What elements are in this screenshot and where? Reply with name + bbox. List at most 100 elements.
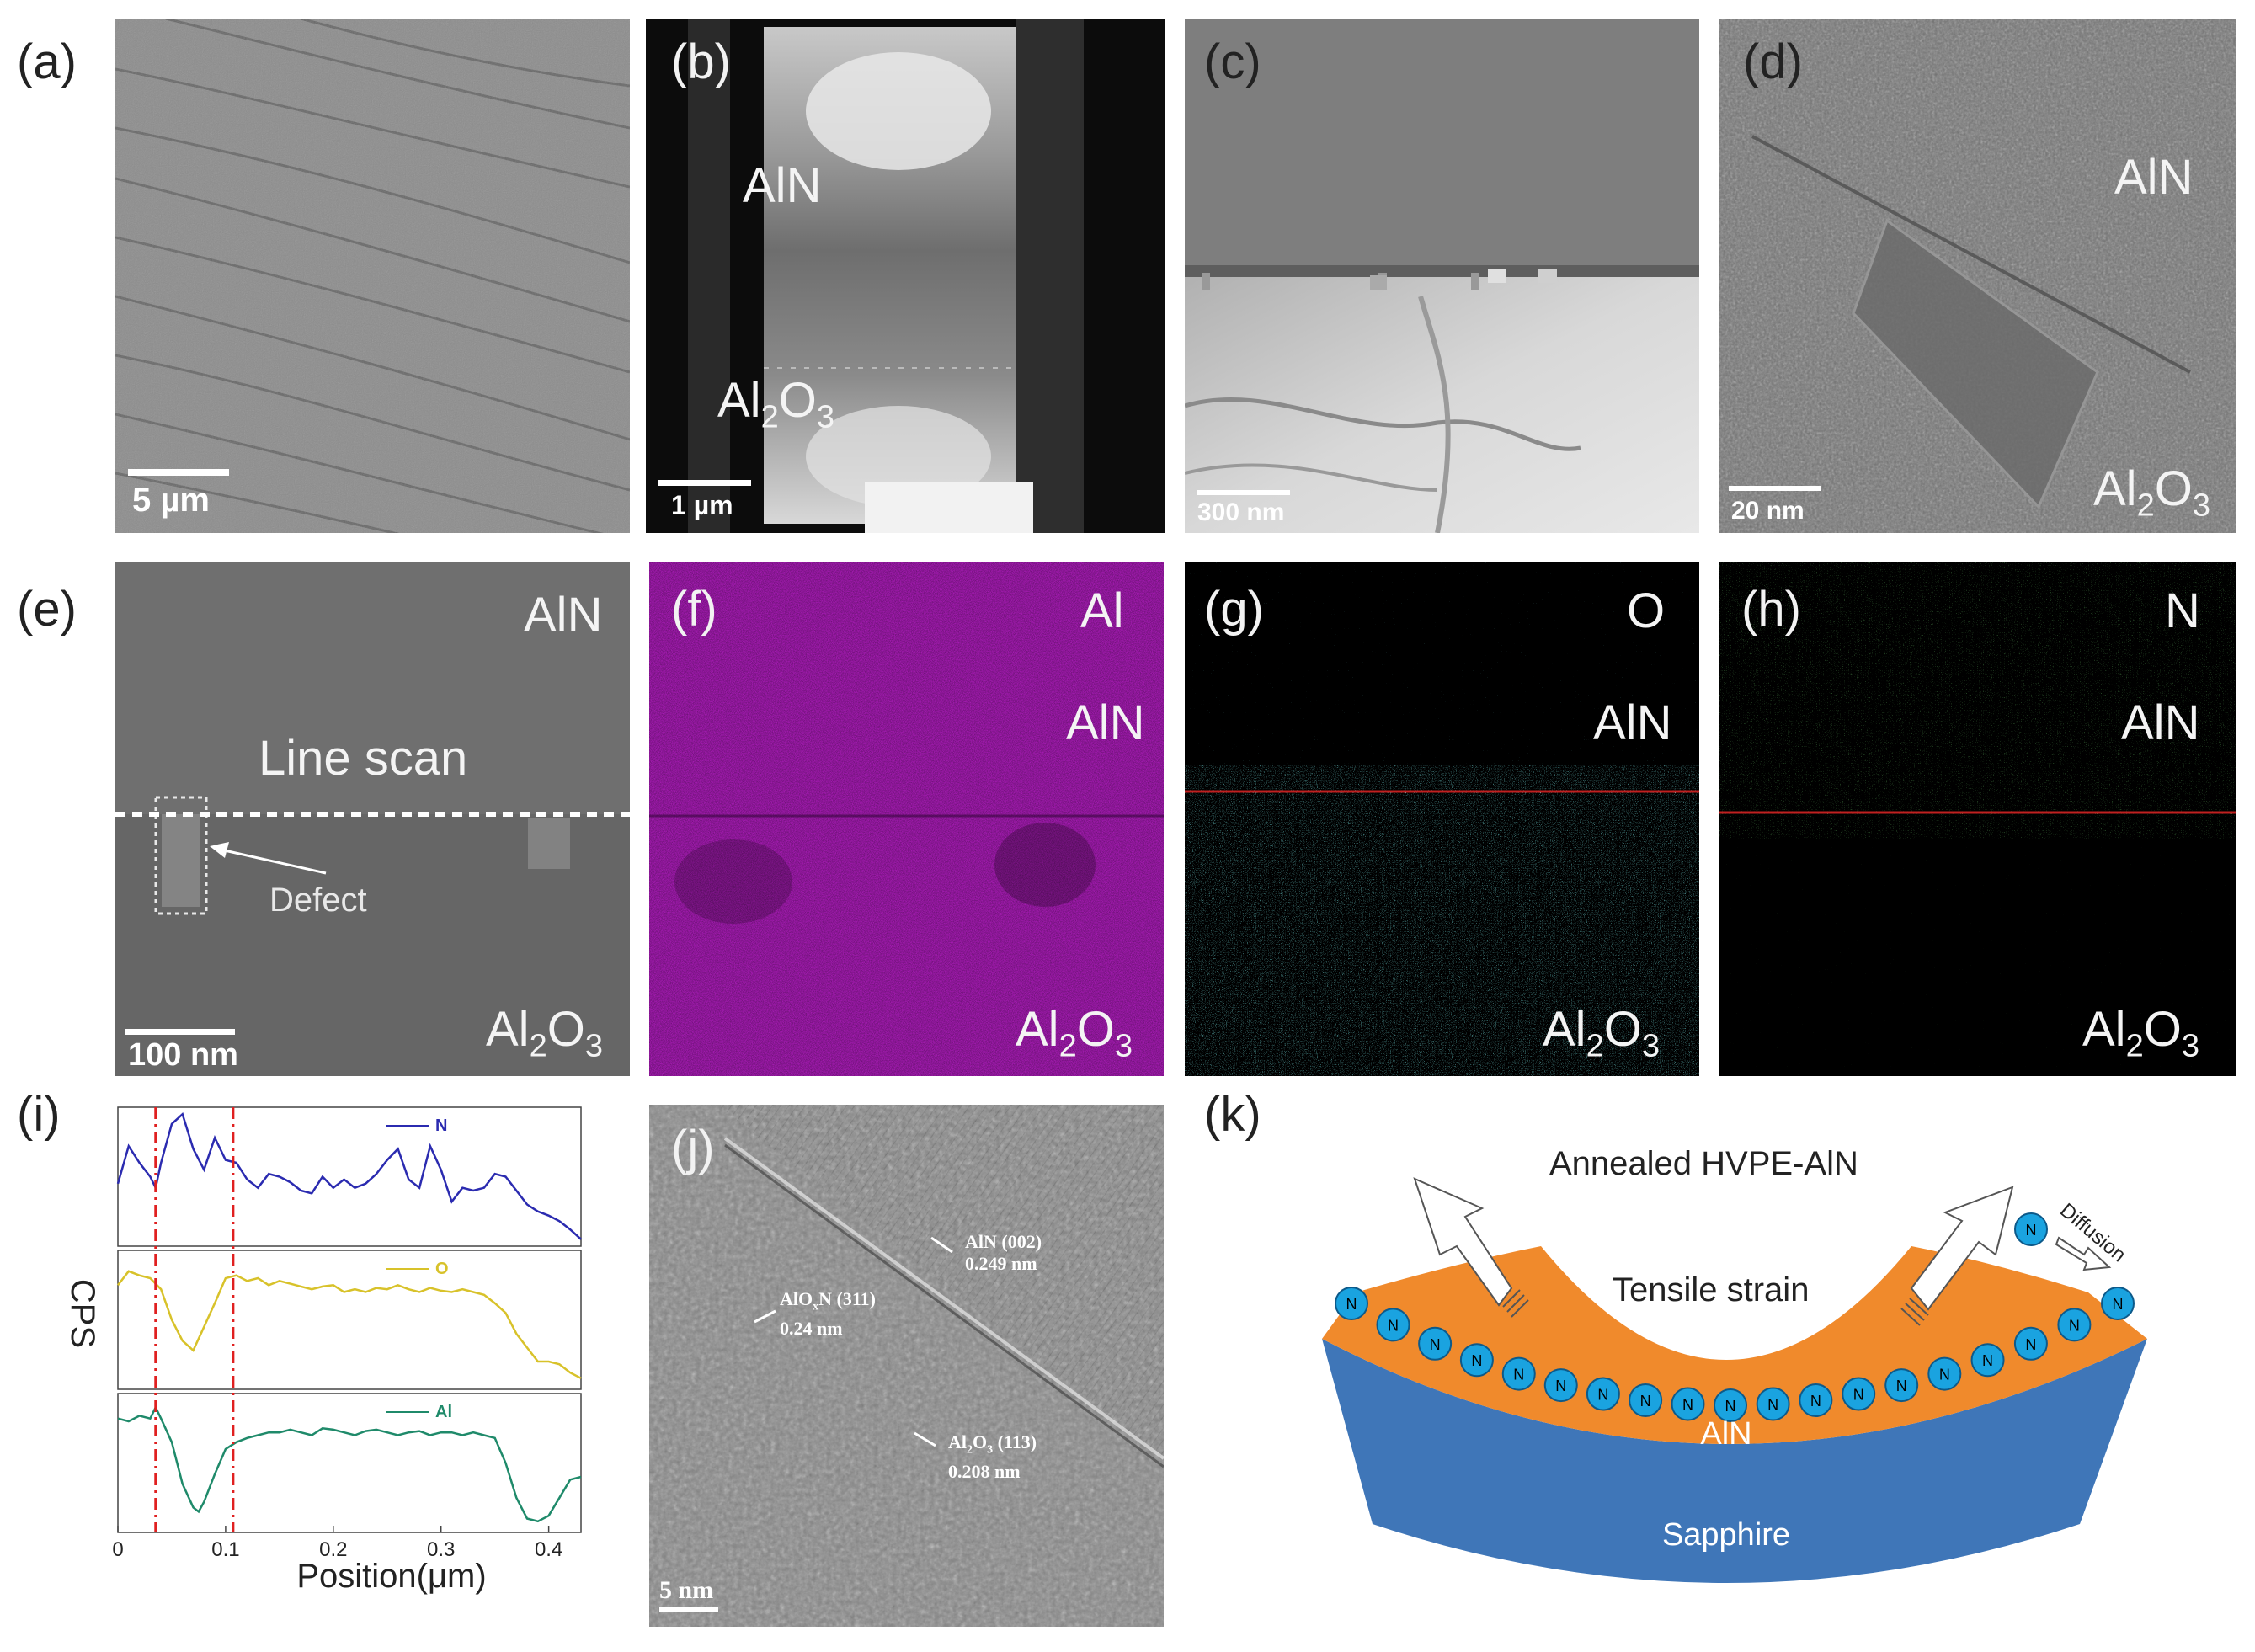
- ann-al2o3-113: Al2O3 (113) 0.208 nm: [948, 1431, 1037, 1483]
- diffusing-n-atom: N: [2014, 1212, 2048, 1246]
- x-tick-label: 0: [112, 1538, 123, 1561]
- sapphire-layer-label: Sapphire: [1662, 1517, 1790, 1553]
- aln-layer-label: AlN: [1700, 1416, 1751, 1452]
- series-line-n: [116, 1112, 582, 1240]
- panel-c-image: 300 nm: [1185, 19, 1699, 533]
- series-line-o: [117, 1270, 582, 1379]
- svg-text:N: N: [1896, 1378, 1907, 1394]
- scalebar-b-label: 1 µm: [671, 490, 733, 520]
- panel-f-label: (f): [671, 582, 717, 637]
- panel-e-label: (e): [17, 582, 77, 637]
- scalebar-d-label: 20 nm: [1731, 497, 1805, 525]
- panel-e-al2o3: Al2O3: [486, 1002, 603, 1064]
- n-atom: N: [1927, 1356, 1962, 1391]
- scalebar-e: [125, 1029, 235, 1035]
- panel-b-aln: AlN: [743, 158, 822, 213]
- schematic-title: Annealed HVPE-AlN: [1549, 1145, 1858, 1182]
- panel-g-al2o3: Al2O3: [1543, 1002, 1660, 1064]
- ann-aln-002: AlN (002) 0.249 nm: [965, 1231, 1042, 1274]
- panel-h-aln: AlN: [2121, 695, 2200, 750]
- x-tick-label: 0.3: [427, 1538, 455, 1561]
- svg-text:N: N: [1513, 1367, 1524, 1383]
- line-scan-chart: 0 0.1 0.2 0.3 0.4 N O Al CPS Position(μm): [64, 1106, 582, 1595]
- n-atom: N: [1842, 1377, 1876, 1411]
- scalebar-d: [1729, 486, 1821, 491]
- n-atom: N: [1756, 1387, 1790, 1421]
- panel-h-image: N AlN Al2O3: [1719, 562, 2236, 1076]
- lamella-texture: [688, 19, 1084, 533]
- svg-text:N: N: [2025, 1336, 2036, 1353]
- n-atom: N: [1543, 1368, 1578, 1403]
- panel-a-label: (a): [17, 35, 77, 89]
- legend-label: Al: [435, 1403, 452, 1421]
- aln-layer: [1322, 1246, 2147, 1444]
- svg-text:N: N: [1939, 1367, 1950, 1383]
- panel-g-image: O AlN Al2O3: [1185, 562, 1699, 1076]
- x-tick-label: 0.4: [535, 1538, 562, 1561]
- panel-g-aln: AlN: [1593, 695, 1672, 750]
- n-atom: N: [2013, 1326, 2048, 1361]
- scalebar-a-label: 5 µm: [132, 482, 210, 519]
- svg-text:N: N: [2069, 1317, 2080, 1334]
- legend-label: O: [435, 1260, 449, 1278]
- scalebar-c-label: 300 nm: [1197, 498, 1285, 526]
- al-map-texture: [649, 562, 1164, 1076]
- strain-schematic: N N N N N N N N N N N N N N N N N N N N Annealed HVPE-AlN T…: [1322, 1145, 2147, 1583]
- panel-j-label: (j): [671, 1121, 715, 1175]
- svg-text:N: N: [1640, 1393, 1651, 1410]
- n-atom: N: [1418, 1326, 1453, 1361]
- o-map-texture: [1185, 562, 1699, 1076]
- n-atom: N: [1586, 1377, 1620, 1411]
- panel-i-label: (i): [17, 1087, 61, 1142]
- panel-g-label: (g): [1204, 582, 1264, 637]
- n-atom: N: [1884, 1368, 1919, 1403]
- panel-e-image: AlN Line scan Defect Al2O3 100 nm: [115, 562, 630, 1076]
- n-atom: N: [1335, 1287, 1368, 1320]
- n-atom: N: [1671, 1387, 1705, 1421]
- n-atom: N: [2101, 1287, 2135, 1320]
- scalebar-a: [128, 469, 229, 476]
- svg-text:N: N: [1346, 1296, 1357, 1313]
- svg-text:N: N: [1388, 1317, 1399, 1334]
- steps-texture: [115, 19, 630, 533]
- n-atom: N: [1799, 1383, 1833, 1418]
- svg-text:N: N: [1810, 1393, 1821, 1410]
- panel-f-aln: AlN: [1066, 695, 1145, 750]
- n-atom: N: [2057, 1308, 2092, 1342]
- panel-h-label: (h): [1741, 582, 1801, 637]
- n-atom: N: [1459, 1343, 1494, 1378]
- panel-h-al2o3: Al2O3: [2082, 1002, 2199, 1064]
- panel-k-label: (k): [1204, 1087, 1261, 1142]
- svg-text:N: N: [1853, 1387, 1864, 1404]
- chart-subpanel-frame: [117, 1393, 582, 1533]
- svg-text:N: N: [1430, 1336, 1441, 1353]
- hrtem-j-texture: [649, 1105, 1164, 1627]
- chart-ylabel: CPS: [64, 1279, 101, 1348]
- svg-text:N: N: [1982, 1352, 1993, 1369]
- ann-alon-311: AlOxN (311) 0.24 nm: [780, 1288, 876, 1340]
- panel-d-label: (d): [1743, 35, 1803, 89]
- line-scan-label: Line scan: [259, 731, 468, 786]
- scalebar-j: [659, 1607, 718, 1612]
- panel-f-element: Al: [1080, 584, 1124, 638]
- panel-g-element: O: [1627, 584, 1666, 638]
- svg-text:N: N: [1471, 1352, 1482, 1369]
- strain-arrow-right: [1900, 1186, 2014, 1326]
- n-map-texture: [1719, 562, 2236, 1076]
- panel-c-label: (c): [1204, 35, 1261, 89]
- svg-text:N: N: [1597, 1387, 1608, 1404]
- chart-xlabel: Position(μm): [296, 1558, 486, 1595]
- strain-arrow-left: [1413, 1177, 1529, 1318]
- panel-f-image: Al AlN Al2O3: [649, 562, 1164, 1076]
- n-atom: N: [1970, 1343, 2005, 1378]
- panel-d-al2o3: Al2O3: [2093, 461, 2210, 524]
- svg-text:N: N: [1725, 1398, 1736, 1415]
- svg-text:N: N: [1682, 1397, 1693, 1414]
- defect-label: Defect: [269, 882, 367, 919]
- scalebar-b: [658, 480, 751, 486]
- sapphire-layer: [1322, 1339, 2147, 1583]
- panel-e-aln: AlN: [524, 588, 603, 642]
- j-annotation-lines: [754, 1236, 953, 1447]
- legend-label: N: [435, 1116, 447, 1135]
- scalebar-e-label: 100 nm: [128, 1037, 238, 1073]
